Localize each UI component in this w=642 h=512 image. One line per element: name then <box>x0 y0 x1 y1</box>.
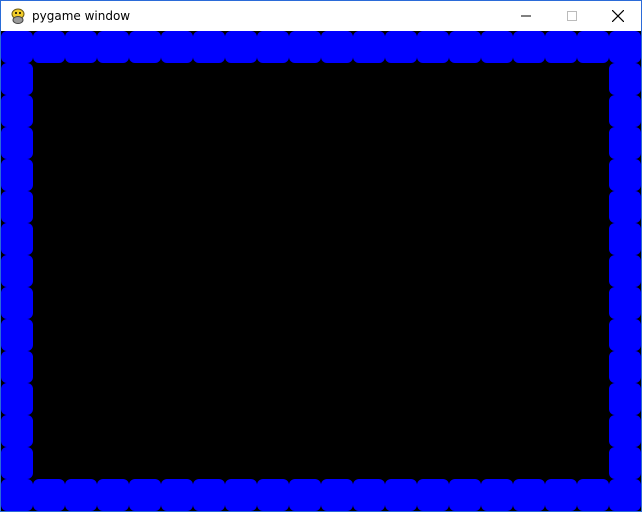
wall-tile <box>1 319 33 351</box>
wall-tile <box>1 95 33 127</box>
maximize-button[interactable] <box>549 1 595 31</box>
close-button[interactable] <box>595 1 641 31</box>
wall-tile <box>609 351 641 383</box>
wall-tile <box>1 447 33 479</box>
wall-tile <box>1 223 33 255</box>
wall-tile <box>609 255 641 287</box>
wall-tile <box>257 31 289 63</box>
wall-tile <box>161 479 193 511</box>
maximize-icon <box>567 11 577 21</box>
wall-tile <box>545 479 577 511</box>
wall-tile <box>225 31 257 63</box>
wall-tile <box>449 479 481 511</box>
wall-tile <box>321 479 353 511</box>
game-canvas[interactable] <box>1 31 641 511</box>
wall-tile <box>417 479 449 511</box>
wall-tile <box>1 63 33 95</box>
wall-tile <box>193 479 225 511</box>
wall-tile <box>129 31 161 63</box>
minimize-button[interactable] <box>503 1 549 31</box>
wall-tile <box>609 223 641 255</box>
wall-tile <box>225 479 257 511</box>
wall-tile <box>609 319 641 351</box>
wall-tile <box>577 479 609 511</box>
wall-tile <box>161 31 193 63</box>
wall-tile <box>1 127 33 159</box>
wall-tile <box>353 31 385 63</box>
wall-tile <box>1 31 33 63</box>
wall-tile <box>257 479 289 511</box>
wall-tile <box>193 31 225 63</box>
wall-tile <box>609 63 641 95</box>
wall-tile <box>289 479 321 511</box>
wall-tile <box>321 31 353 63</box>
wall-tile <box>65 31 97 63</box>
wall-tile <box>129 479 161 511</box>
wall-tile <box>577 31 609 63</box>
wall-tile <box>1 383 33 415</box>
wall-tile <box>609 95 641 127</box>
wall-tile <box>513 479 545 511</box>
wall-tile <box>609 447 641 479</box>
wall-tile <box>609 31 641 63</box>
wall-tile <box>609 479 641 511</box>
wall-tile <box>1 159 33 191</box>
title-bar[interactable]: pygame window <box>1 1 641 31</box>
wall-tile <box>513 31 545 63</box>
close-icon <box>612 10 624 22</box>
wall-tile <box>609 287 641 319</box>
wall-tile <box>1 191 33 223</box>
wall-tile <box>65 479 97 511</box>
wall-tile <box>609 415 641 447</box>
wall-tile <box>289 31 321 63</box>
wall-tile <box>97 479 129 511</box>
wall-tile <box>1 415 33 447</box>
wall-tile <box>1 351 33 383</box>
wall-tile <box>1 479 33 511</box>
wall-tile <box>33 31 65 63</box>
wall-tile <box>385 479 417 511</box>
minimize-icon <box>521 15 531 17</box>
wall-tile <box>609 191 641 223</box>
wall-tile <box>449 31 481 63</box>
wall-tile <box>353 479 385 511</box>
wall-tile <box>417 31 449 63</box>
wall-tile <box>97 31 129 63</box>
wall-tile <box>481 479 513 511</box>
wall-tile <box>609 159 641 191</box>
window-title: pygame window <box>32 9 131 23</box>
wall-tile <box>1 255 33 287</box>
wall-tile <box>1 287 33 319</box>
wall-tile <box>385 31 417 63</box>
wall-tile <box>481 31 513 63</box>
wall-tile <box>545 31 577 63</box>
wall-tile <box>609 383 641 415</box>
pygame-snake-icon <box>11 8 25 24</box>
wall-tile <box>33 479 65 511</box>
wall-tile <box>609 127 641 159</box>
